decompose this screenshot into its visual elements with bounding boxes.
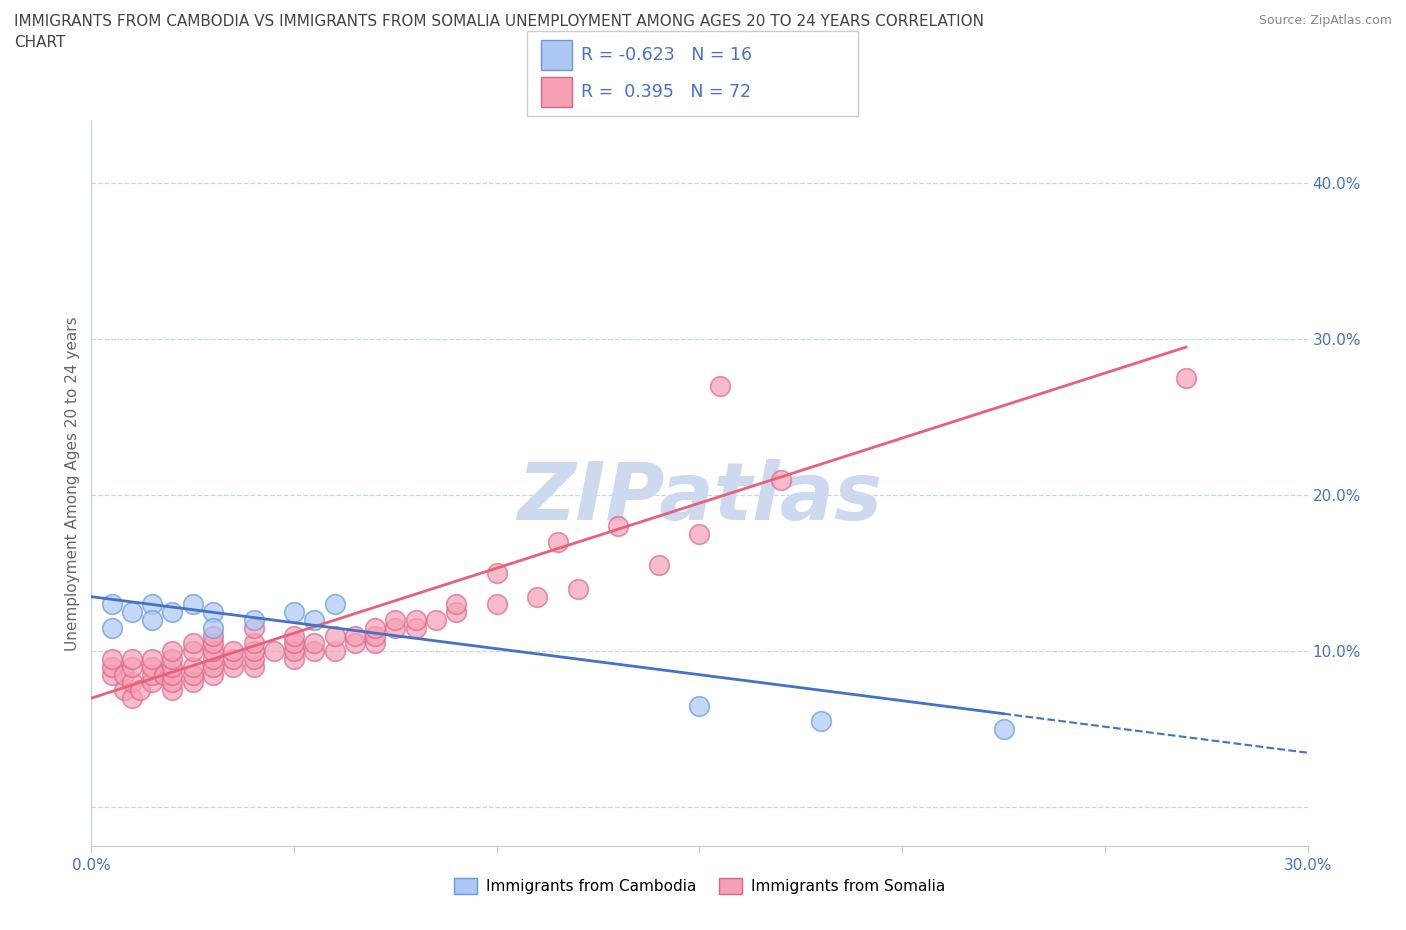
Text: ZIPatlas: ZIPatlas: [517, 459, 882, 538]
Point: [304, 636, 326, 651]
Point: [485, 565, 508, 580]
Point: [141, 675, 163, 690]
Point: [242, 613, 264, 628]
Point: [323, 597, 346, 612]
Point: [141, 597, 163, 612]
Point: [242, 644, 264, 658]
Point: [162, 652, 184, 667]
Text: Source: ZipAtlas.com: Source: ZipAtlas.com: [1258, 14, 1392, 27]
Point: [181, 636, 204, 651]
Point: [121, 652, 143, 667]
Text: R = -0.623   N = 16: R = -0.623 N = 16: [581, 46, 752, 63]
Point: [547, 535, 569, 550]
Point: [202, 667, 225, 682]
Point: [242, 659, 264, 674]
Y-axis label: Unemployment Among Ages 20 to 24 years: Unemployment Among Ages 20 to 24 years: [65, 316, 80, 651]
Point: [141, 667, 163, 682]
Text: R =  0.395   N = 72: R = 0.395 N = 72: [581, 84, 751, 101]
Point: [121, 659, 143, 674]
Text: CHART: CHART: [14, 35, 66, 50]
Point: [202, 644, 225, 658]
Point: [263, 644, 285, 658]
Point: [202, 652, 225, 667]
Point: [242, 620, 264, 635]
Point: [202, 604, 225, 619]
Point: [242, 652, 264, 667]
Point: [112, 667, 135, 682]
Point: [222, 644, 245, 658]
Point: [100, 652, 122, 667]
Point: [162, 644, 184, 658]
Point: [485, 597, 508, 612]
Point: [162, 667, 184, 682]
Point: [121, 604, 143, 619]
Point: [709, 379, 731, 393]
Point: [283, 644, 305, 658]
Point: [121, 675, 143, 690]
Point: [100, 667, 122, 682]
Point: [364, 636, 387, 651]
Point: [343, 636, 366, 651]
Point: [202, 629, 225, 644]
Point: [323, 629, 346, 644]
Point: [364, 629, 387, 644]
Point: [112, 683, 135, 698]
Point: [283, 629, 305, 644]
Point: [304, 613, 326, 628]
Point: [688, 698, 710, 713]
Point: [567, 581, 589, 596]
Point: [323, 644, 346, 658]
Legend: Immigrants from Cambodia, Immigrants from Somalia: Immigrants from Cambodia, Immigrants fro…: [447, 872, 952, 900]
Text: IMMIGRANTS FROM CAMBODIA VS IMMIGRANTS FROM SOMALIA UNEMPLOYMENT AMONG AGES 20 T: IMMIGRANTS FROM CAMBODIA VS IMMIGRANTS F…: [14, 14, 984, 29]
Point: [162, 683, 184, 698]
Point: [384, 613, 406, 628]
Point: [607, 519, 630, 534]
Point: [810, 714, 832, 729]
Point: [444, 597, 467, 612]
Point: [769, 472, 792, 487]
Point: [100, 659, 122, 674]
Point: [283, 652, 305, 667]
Point: [526, 590, 548, 604]
Point: [181, 644, 204, 658]
Point: [343, 629, 366, 644]
Point: [162, 604, 184, 619]
Point: [129, 683, 152, 698]
Point: [405, 613, 427, 628]
Point: [222, 652, 245, 667]
Point: [153, 667, 176, 682]
Point: [141, 613, 163, 628]
Point: [242, 636, 264, 651]
Point: [141, 659, 163, 674]
Point: [162, 659, 184, 674]
Point: [202, 636, 225, 651]
Point: [405, 620, 427, 635]
Point: [162, 675, 184, 690]
Point: [444, 604, 467, 619]
Point: [648, 558, 671, 573]
Point: [425, 613, 447, 628]
Point: [181, 667, 204, 682]
Point: [688, 527, 710, 542]
Point: [283, 604, 305, 619]
Point: [181, 659, 204, 674]
Point: [1175, 371, 1198, 386]
Point: [993, 722, 1015, 737]
Point: [181, 675, 204, 690]
Point: [202, 659, 225, 674]
Point: [364, 620, 387, 635]
Point: [304, 644, 326, 658]
Point: [100, 620, 122, 635]
Point: [121, 691, 143, 706]
Point: [283, 636, 305, 651]
Point: [222, 659, 245, 674]
Point: [384, 620, 406, 635]
Point: [141, 652, 163, 667]
Point: [181, 597, 204, 612]
Point: [100, 597, 122, 612]
Point: [202, 620, 225, 635]
